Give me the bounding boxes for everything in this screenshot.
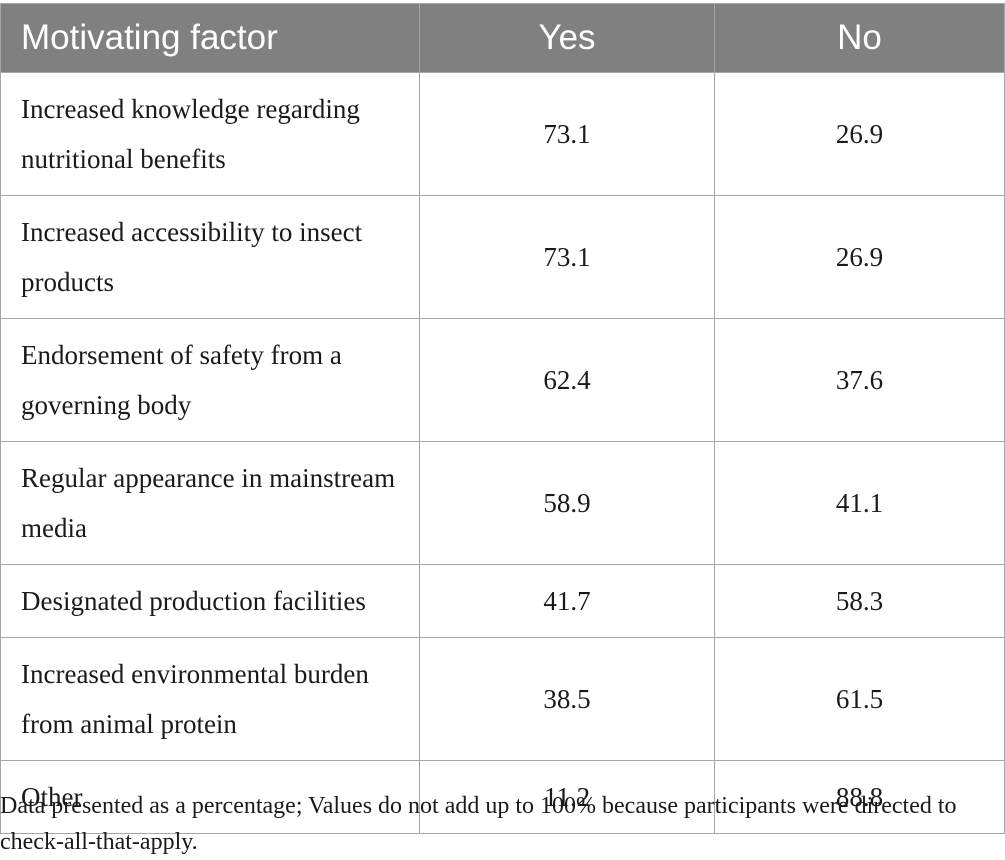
header-yes: Yes <box>419 3 715 73</box>
no-cell: 88.8 <box>714 760 1005 834</box>
table-row: Regular appearance in mainstream media 5… <box>0 441 1005 565</box>
no-cell: 58.3 <box>714 564 1005 638</box>
factor-cell: Regular appearance in mainstream media <box>0 441 420 565</box>
data-table-container: Motivating factor Yes No Increased knowl… <box>0 3 1005 834</box>
factor-cell: Endorsement of safety from a governing b… <box>0 318 420 442</box>
table-footnote: Data presented as a percentage; Values d… <box>0 793 957 855</box>
factor-cell: Other <box>0 760 420 834</box>
yes-cell: 38.5 <box>419 637 715 761</box>
yes-cell: 73.1 <box>419 195 715 319</box>
table-header: Motivating factor Yes No <box>0 3 1005 73</box>
yes-cell: 58.9 <box>419 441 715 565</box>
table-row: Designated production facilities 41.7 58… <box>0 564 1005 638</box>
yes-cell: 11.2 <box>419 760 715 834</box>
table-row: Other 11.2 88.8 <box>0 760 1005 834</box>
table-row: Endorsement of safety from a governing b… <box>0 318 1005 442</box>
factor-cell: Increased knowledge regarding nutritiona… <box>0 72 420 196</box>
no-cell: 26.9 <box>714 195 1005 319</box>
factor-cell: Increased environmental burden from anim… <box>0 637 420 761</box>
no-cell: 41.1 <box>714 441 1005 565</box>
yes-cell: 41.7 <box>419 564 715 638</box>
no-cell: 61.5 <box>714 637 1005 761</box>
no-cell: 26.9 <box>714 72 1005 196</box>
table-row: Increased knowledge regarding nutritiona… <box>0 72 1005 196</box>
table-row: Increased environmental burden from anim… <box>0 637 1005 761</box>
factor-cell: Increased accessibility to insect produc… <box>0 195 420 319</box>
table-row: Increased accessibility to insect produc… <box>0 195 1005 319</box>
factor-cell: Designated production facilities <box>0 564 420 638</box>
motivating-factors-table: Motivating factor Yes No Increased knowl… <box>0 3 1005 834</box>
header-no: No <box>714 3 1005 73</box>
no-cell: 37.6 <box>714 318 1005 442</box>
header-motivating-factor: Motivating factor <box>0 3 420 73</box>
yes-cell: 73.1 <box>419 72 715 196</box>
yes-cell: 62.4 <box>419 318 715 442</box>
table-body: Increased knowledge regarding nutritiona… <box>0 72 1005 834</box>
header-row: Motivating factor Yes No <box>0 3 1005 73</box>
